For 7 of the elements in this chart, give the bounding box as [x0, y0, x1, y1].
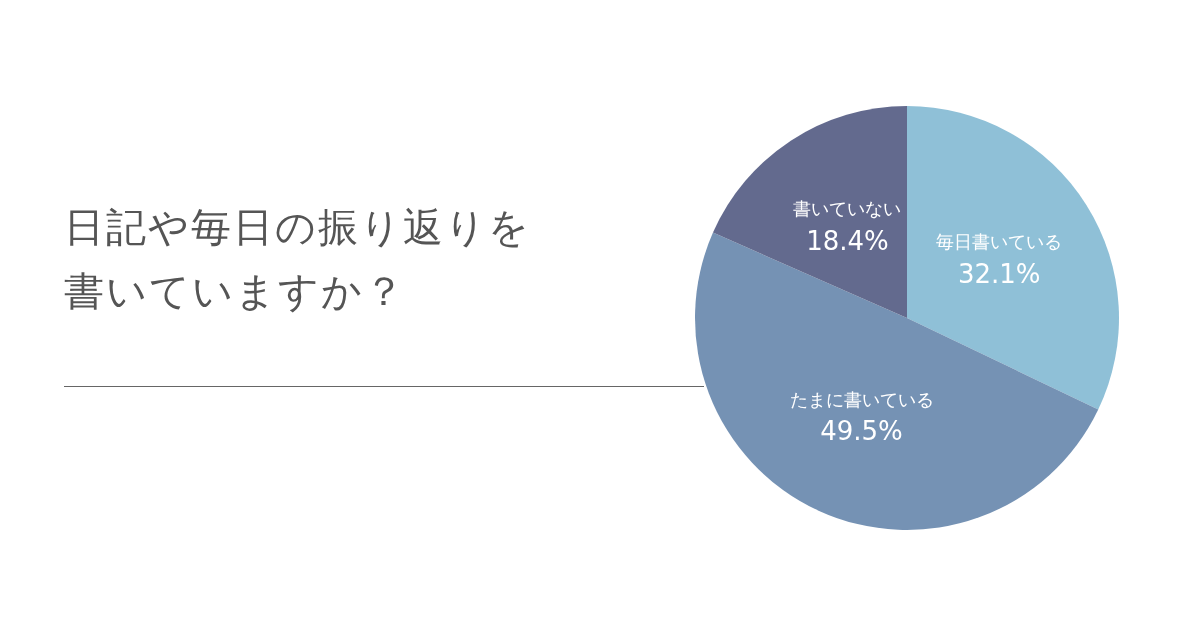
slice-label: 毎日書いている [936, 231, 1063, 253]
slice-label: 書いていない [793, 198, 902, 220]
slice-label: たまに書いている [789, 388, 934, 410]
data-label: 49.5% [820, 416, 903, 447]
data-label: 32.1% [957, 258, 1041, 289]
text: 日記や毎日の振り返りを書いていますか？ [64, 203, 532, 316]
data-label: 18.4% [806, 225, 889, 256]
